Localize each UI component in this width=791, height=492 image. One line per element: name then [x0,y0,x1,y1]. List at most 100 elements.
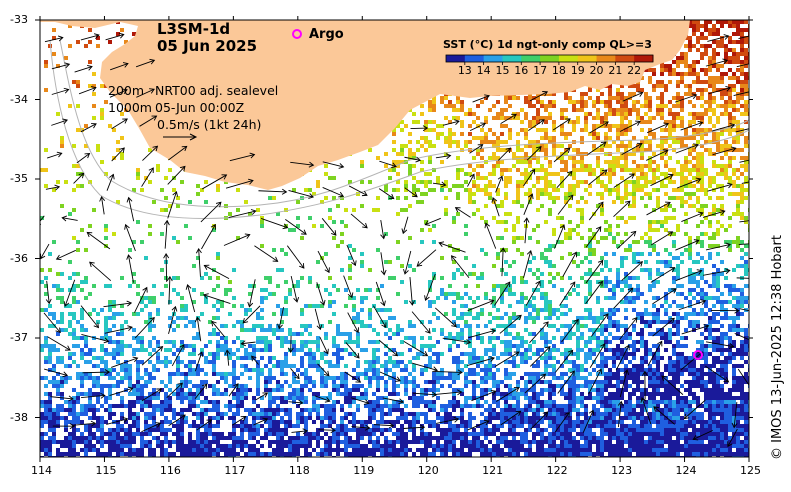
current-arrow [286,245,305,269]
current-arrow-head [516,314,522,321]
colorbar-segment [540,55,560,62]
current-arrow-head [570,281,576,288]
current-arrow-head [148,167,154,173]
current-vectors [40,32,749,448]
current-arrow-head [725,85,732,92]
current-arrow [432,182,446,186]
current-arrow [89,261,112,282]
current-arrow-head [515,410,522,417]
current-arrow [619,120,641,132]
current-arrow [290,161,314,166]
current-arrow [187,284,196,313]
current-arrow [141,346,163,366]
current-arrow [81,333,109,342]
current-arrow [254,245,278,262]
current-arrow-head [323,348,329,355]
current-arrow-head [363,399,370,405]
current-arrow-head [323,370,330,377]
current-arrow [226,350,230,366]
current-arrow [524,218,528,244]
current-arrow-head [632,316,638,323]
current-arrow-head [403,269,409,275]
current-arrow [167,166,186,185]
current-arrow-head [424,295,430,302]
current-arrow-head [671,288,677,294]
current-arrow [650,267,675,283]
current-arrow [436,391,462,395]
current-arrow [80,305,99,328]
lat-tick-label: -36 [10,251,28,265]
current-arrow-head [480,122,487,128]
current-arrow-head [542,411,549,418]
current-arrow [705,59,728,67]
current-arrow [44,368,68,376]
colorbar-segment [483,55,503,62]
colorbar-segment [521,55,541,62]
current-arrow-head [603,121,609,127]
current-arrow [585,260,604,284]
current-arrow [380,219,385,239]
current-arrow-head [637,261,643,267]
current-arrow [467,357,495,366]
current-arrow-head [180,414,186,420]
current-arrow-head [543,321,549,327]
current-arrow-head [505,281,511,288]
lon-tick-label: 114 [31,464,52,477]
argo-float-marker [693,350,703,360]
current-arrow-head [62,371,69,378]
axis-ticks [35,16,753,462]
current-arrow-head [696,269,703,275]
current-arrow-head [665,201,671,207]
current-arrow-head [693,143,699,149]
current-arrow-head [89,261,95,268]
current-arrow-head [142,286,148,293]
current-arrow-head [272,256,279,262]
current-arrow [378,339,398,357]
current-arrow [196,419,212,431]
current-arrow-head [424,220,431,226]
current-arrow [523,193,533,215]
current-arrow [613,287,634,309]
bathymetry-contours [49,39,749,219]
current-arrow-head [667,231,674,237]
current-arrow [76,153,90,164]
current-arrow [496,387,520,402]
current-arrow [379,160,397,168]
current-arrow-head [726,182,733,189]
current-arrow [591,313,609,337]
current-arrow-head [601,169,608,175]
current-arrow-head [109,173,115,180]
current-arrow-head [353,327,359,334]
current-arrow-head [598,201,604,208]
map-date: 05 Jun 2025 [157,37,258,55]
current-arrow-head [465,338,472,345]
current-arrow-head [559,224,566,231]
current-arrow-head [244,233,251,239]
current-arrow-head [432,366,439,373]
current-arrow [168,306,176,334]
current-arrow-head [529,168,536,175]
current-arrow [166,382,183,399]
current-arrow [738,35,749,39]
lon-tick-label: 121 [482,464,504,477]
current-arrow-head [725,242,732,249]
current-arrow [322,187,344,197]
current-arrow [291,430,308,433]
current-arrow [557,194,574,215]
current-arrow [111,118,128,130]
current-arrow-head [734,307,740,314]
current-arrow-head [250,209,257,215]
current-arrow-head [324,267,330,274]
current-arrow [73,422,96,426]
colorbar-frame [445,54,654,63]
current-arrow-head [566,170,573,177]
current-arrow [652,317,675,337]
current-arrow-head [347,292,354,299]
colorbar-tick-label: 22 [627,64,642,77]
current-arrow [661,375,684,395]
current-arrow-head [395,376,401,382]
current-arrow [582,410,594,433]
current-arrow-head [185,284,192,290]
current-arrow [318,429,336,431]
current-arrow-head [491,196,498,203]
